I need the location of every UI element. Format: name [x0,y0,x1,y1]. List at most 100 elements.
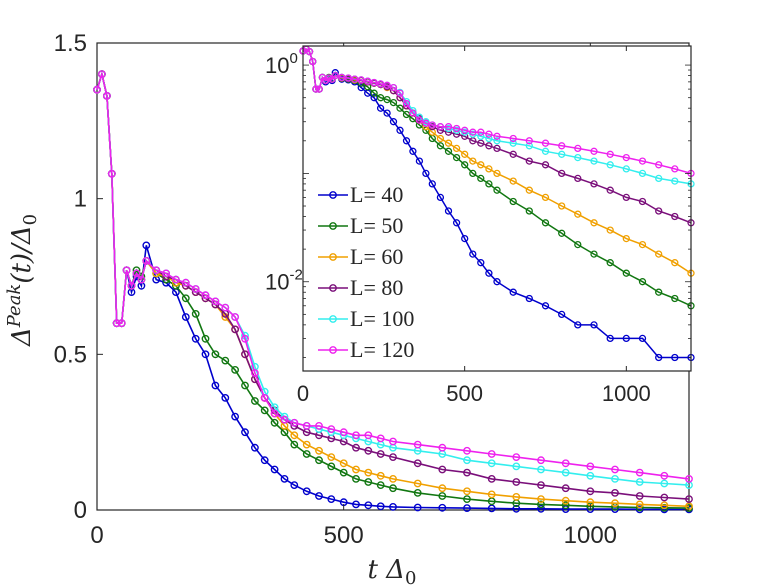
inset-data-point [638,157,647,165]
main-data-point [537,495,545,503]
inset-data-point [525,294,533,303]
inset-data-point [383,95,391,104]
inset-x-tick-label: 500 [446,381,483,406]
main-data-point [231,325,240,334]
legend-entry: L= 50 [318,213,403,238]
inset-data-point [622,193,630,202]
inset-data-point [590,219,598,227]
inset-data-point [671,165,679,173]
inset-data-point [331,71,339,80]
inset-data-point [376,80,385,88]
inset-data-point [655,174,663,183]
legend-entry: L= 80 [318,275,403,300]
main-data-point [389,502,397,511]
main-series-120 [93,70,693,483]
inset-data-point [469,128,477,136]
inset-data-point [485,165,493,173]
inset-data-point [396,126,404,134]
legend-marker [329,284,337,292]
inset-data-point [409,109,417,117]
inset-data-point [389,98,398,107]
main-data-point [389,437,397,446]
inset-data-point [376,94,385,102]
main-data-point [561,484,570,493]
inset-data-point [622,234,630,243]
main-data-point [512,462,521,471]
main-y-tick-label: 1.5 [54,30,87,57]
main-data-point [127,281,136,290]
main-data-point [364,501,373,510]
inset-data-point [509,288,517,296]
main-data-point [132,269,141,278]
main-data-point [660,471,669,480]
main-data-point [413,503,422,512]
inset-data-point [671,212,679,221]
inset-data-point [574,144,582,153]
main-data-point [537,481,545,489]
inset-data-point [477,139,485,147]
inset-data-point [541,139,550,147]
inset-data-point [444,207,453,215]
main-data-point [438,492,447,500]
main-data-point [611,488,619,497]
main-data-point [487,459,496,468]
main-data-point [487,490,496,499]
main-data-point [339,428,348,437]
inset-data-point [655,161,663,169]
main-data-point [201,334,210,343]
inset-data-point [671,353,679,362]
inset-data-point [485,130,493,138]
inset-data-point [402,100,411,108]
inset-data-point [655,250,663,258]
main-data-point [250,397,259,405]
inset-x-tick-label: 1000 [602,381,651,406]
inset-data-point [461,161,469,169]
main-data-point [438,503,447,512]
inset-data-point [383,81,391,89]
main-data-point [561,459,570,468]
main-data-point [352,443,360,452]
inset-data-point [389,118,398,126]
inset-data-point [622,334,630,343]
main-data-point [302,450,311,458]
main-data-point [280,474,289,483]
main-data-point [103,92,111,100]
main-data-point [352,474,360,483]
main-data-point [561,496,570,505]
inset-data-point [638,197,647,206]
inset-data-point [590,147,598,155]
main-data-point [231,412,240,421]
inset-data-point [638,240,647,249]
main-data-point [250,443,259,452]
main-data-point [270,465,279,474]
legend-label: L= 60 [350,244,403,269]
inset-data-point [606,226,614,234]
main-data-point [315,492,323,500]
main-data-point [463,487,471,496]
main-data-point [561,468,570,477]
inset-data-point [574,321,582,329]
main-data-point [660,493,669,502]
main-data-point [376,434,385,443]
inset-data-point [477,161,485,169]
inset-data-point [452,124,461,133]
inset-data-point [444,123,453,131]
inset-data-point [383,109,391,117]
main-data-point [389,453,397,461]
inset-data-point [444,147,453,155]
inset-data-point [477,259,485,267]
inset-data-point [493,137,501,145]
main-data-point [181,313,190,321]
main-data-point [221,393,230,402]
main-data-point [635,500,644,509]
inset-data-point [428,121,436,129]
inset-data-point [606,161,614,169]
main-data-point [660,501,669,510]
main-data-point [376,471,385,480]
main-data-point [142,241,151,250]
inset-data-point [525,207,533,215]
x-axis-label: t Δ0 [368,555,417,587]
main-data-point [181,278,190,287]
main-data-point [376,481,385,489]
main-y-tick-label: 0.5 [54,341,87,368]
